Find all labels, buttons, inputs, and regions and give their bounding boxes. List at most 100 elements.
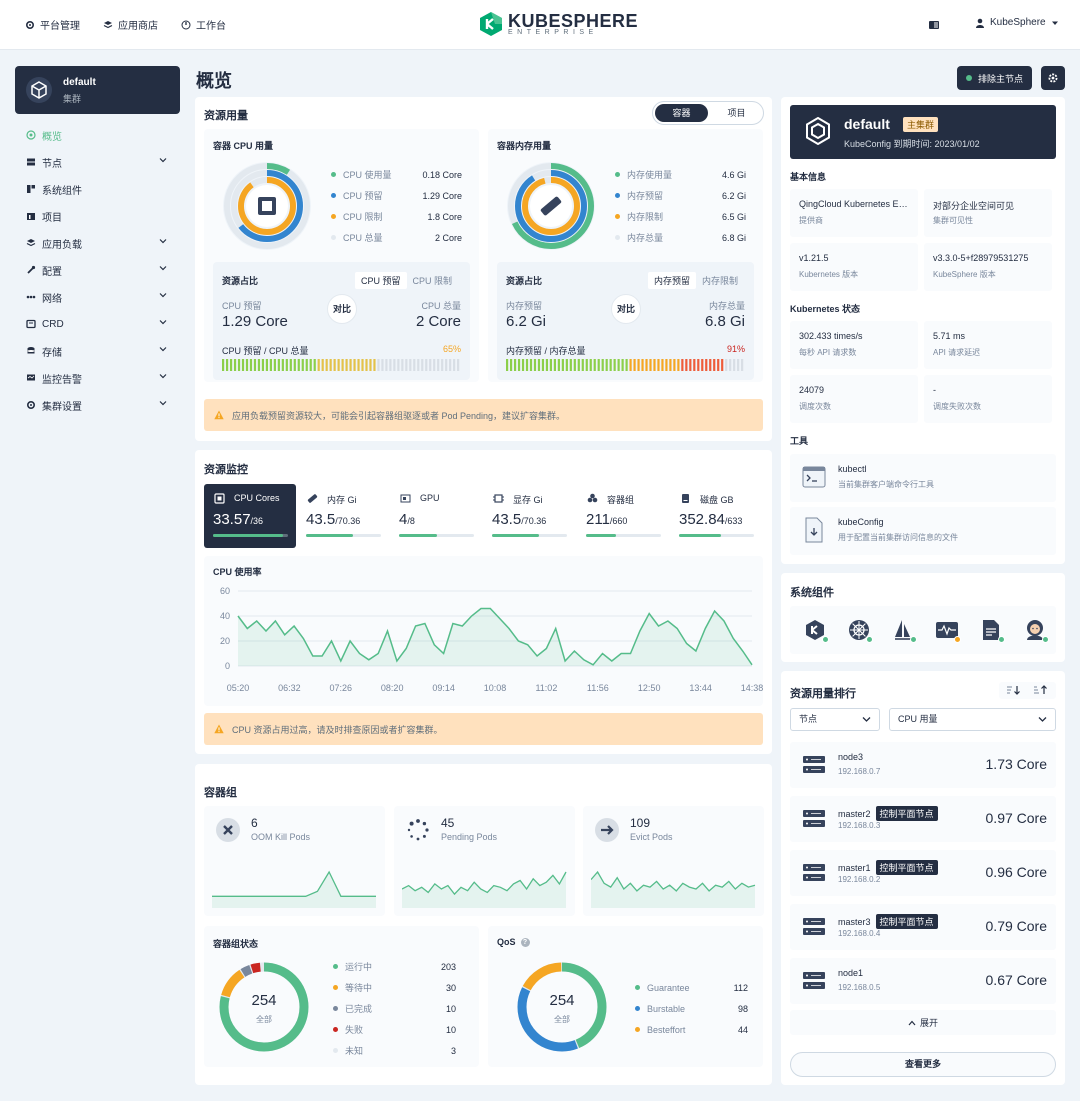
sidebar-item-label: CRD xyxy=(42,318,64,330)
info-key: 集群可见性 xyxy=(933,216,973,225)
logging-icon xyxy=(983,620,999,640)
component-logging[interactable] xyxy=(979,618,1005,644)
memory-icon xyxy=(307,494,318,503)
cpu-ratio-panel: 资源占比 CPU 预留 CPU 限制 CPU 预留 1.29 Core 对比 C… xyxy=(213,262,470,380)
stat-total: /8 xyxy=(407,516,415,526)
tab-project[interactable]: 项目 xyxy=(727,108,746,118)
sidebar-item-workload[interactable]: 应用负载 xyxy=(26,233,174,253)
sidebar-item-crd[interactable]: CRD xyxy=(26,314,174,334)
sidebar-item-node[interactable]: 节点 xyxy=(26,152,174,172)
expand-button[interactable]: 展开 xyxy=(790,1010,1056,1035)
crd-icon xyxy=(26,319,36,329)
legend-label: CPU 使用量 xyxy=(343,170,392,180)
cpu-request-value: 1.29 Core xyxy=(222,313,288,330)
tab-cpu-limit[interactable]: CPU 限制 xyxy=(412,276,453,286)
x-tick-label: 11:02 xyxy=(535,683,557,693)
stat-card-cpu[interactable]: CPU Cores 33.57/36 xyxy=(204,484,296,548)
sidebar-item-label: 节点 xyxy=(42,158,62,170)
ranking-row[interactable]: node3 192.168.0.7 1.73 Core xyxy=(790,742,1056,788)
ratio-tick xyxy=(345,359,348,371)
tool-kubectl[interactable]: kubectl 当前集群客户端命令行工具 xyxy=(790,454,1056,502)
ratio-tick xyxy=(585,359,588,371)
tab-container[interactable]: 容器 xyxy=(655,104,708,122)
nav-platform-label: 平台管理 xyxy=(40,21,80,32)
sort-desc-icon[interactable] xyxy=(1005,685,1023,696)
ratio-tick xyxy=(653,359,656,371)
kubesphere-icon xyxy=(806,620,824,640)
nav-workbench[interactable]: 工作台 xyxy=(181,17,226,32)
qos-donut xyxy=(517,962,607,1052)
sidebar-item-network[interactable]: 网络 xyxy=(26,287,174,307)
ratio-tick xyxy=(637,359,640,371)
pod-status-total-label: 全部 xyxy=(256,1015,272,1024)
ratio-tick xyxy=(365,359,368,371)
ratio-tick xyxy=(561,359,564,371)
cpu-ratio-tabs: CPU 预留 CPU 限制 xyxy=(353,270,461,291)
x-tick-label: 14:38 xyxy=(741,683,763,693)
component-kubesphere[interactable] xyxy=(803,618,829,644)
cluster-selector[interactable]: default 集群 xyxy=(15,66,180,114)
cordon-master-button[interactable]: 排除主节点 xyxy=(957,66,1032,90)
kubesphere-logo[interactable]: KUBESPHERE ENTERPRISE xyxy=(480,12,638,36)
view-more-button[interactable]: 查看更多 xyxy=(790,1052,1056,1077)
stat-progress-fill xyxy=(679,534,721,537)
cpu-total-value: 2 Core xyxy=(415,313,461,330)
info-key: Kubernetes 版本 xyxy=(799,270,859,279)
component-devops[interactable] xyxy=(1023,618,1049,644)
stat-card-memory[interactable]: 内存 Gi 43.5/70.36 xyxy=(297,484,389,548)
tab-memory-limit[interactable]: 内存限制 xyxy=(702,276,739,286)
ratio-tick xyxy=(725,359,728,371)
usage-tab-switch: 容器 项目 xyxy=(652,101,764,125)
sidebar-item-components[interactable]: 系统组件 xyxy=(26,179,174,199)
legend-value: 4.6 Gi xyxy=(721,169,746,180)
sidebar-item-storage[interactable]: 存储 xyxy=(26,341,174,361)
sidebar-item-overview[interactable]: 概览 xyxy=(26,125,174,145)
tab-cpu-request[interactable]: CPU 预留 xyxy=(355,272,407,289)
ratio-tick xyxy=(517,359,521,371)
legend-value: 6.2 Gi xyxy=(721,190,746,201)
kubernetes-icon xyxy=(849,620,869,640)
legend-label: 未知 xyxy=(345,1046,364,1056)
ratio-tick xyxy=(225,359,229,371)
component-istio[interactable] xyxy=(891,618,917,644)
ranking-row[interactable]: master3 控制平面节点 192.168.0.4 0.79 Core xyxy=(790,904,1056,950)
stat-card-vram[interactable]: 显存 Gi 43.5/70.36 xyxy=(483,484,575,548)
notification-icon[interactable] xyxy=(929,21,939,29)
stat-card-pods[interactable]: 容器组 211/660 xyxy=(577,484,669,548)
ratio-tick xyxy=(269,359,272,371)
ranking-metric-select[interactable]: CPU 用量 xyxy=(889,708,1056,731)
nav-platform[interactable]: 平台管理 xyxy=(25,17,80,32)
tab-memory-request[interactable]: 内存预留 xyxy=(648,272,697,289)
donut-segment xyxy=(219,962,309,1052)
stat-value: 4 xyxy=(399,511,408,528)
ratio-tick xyxy=(237,359,241,371)
sidebar-item-config[interactable]: 配置 xyxy=(26,260,174,280)
settings-button[interactable] xyxy=(1041,66,1065,90)
ranking-type-select[interactable]: 节点 xyxy=(790,708,880,731)
stat-card-disk[interactable]: 磁盘 GB 352.84/633 xyxy=(670,484,762,548)
qos-total-label: 全部 xyxy=(554,1015,570,1024)
sidebar-item-project[interactable]: 项目 xyxy=(26,206,174,226)
user-menu[interactable]: KubeSphere xyxy=(975,17,1059,28)
ratio-tick xyxy=(289,359,292,371)
ranking-row[interactable]: master2 控制平面节点 192.168.0.3 0.97 Core xyxy=(790,796,1056,842)
legend-dot xyxy=(333,1006,338,1011)
component-monitoring[interactable] xyxy=(935,618,961,644)
ranking-row[interactable]: node1 192.168.0.5 0.67 Core xyxy=(790,958,1056,1004)
legend-dot xyxy=(635,985,640,990)
component-kubernetes[interactable] xyxy=(847,618,873,644)
nav-appstore[interactable]: 应用商店 xyxy=(103,17,158,32)
node-name-row: node1 xyxy=(838,968,863,978)
node-name: master3 xyxy=(838,916,871,927)
help-icon[interactable]: ? xyxy=(520,937,530,947)
pending-icon xyxy=(407,819,429,841)
ratio-tick xyxy=(509,359,513,371)
x-tick-label: 05:20 xyxy=(227,683,250,693)
stat-card-gpu[interactable]: GPU 4/8 xyxy=(390,484,482,548)
sort-asc-icon[interactable] xyxy=(1032,685,1050,696)
ranking-row[interactable]: master1 控制平面节点 192.168.0.2 0.96 Core xyxy=(790,850,1056,896)
info-item: 24079 调度次数 xyxy=(790,375,918,423)
sidebar-item-monitor[interactable]: 监控告警 xyxy=(26,368,174,388)
sidebar-item-settings[interactable]: 集群设置 xyxy=(26,395,174,415)
tool-kubeconfig[interactable]: kubeConfig 用于配置当前集群访问信息的文件 xyxy=(790,507,1056,555)
